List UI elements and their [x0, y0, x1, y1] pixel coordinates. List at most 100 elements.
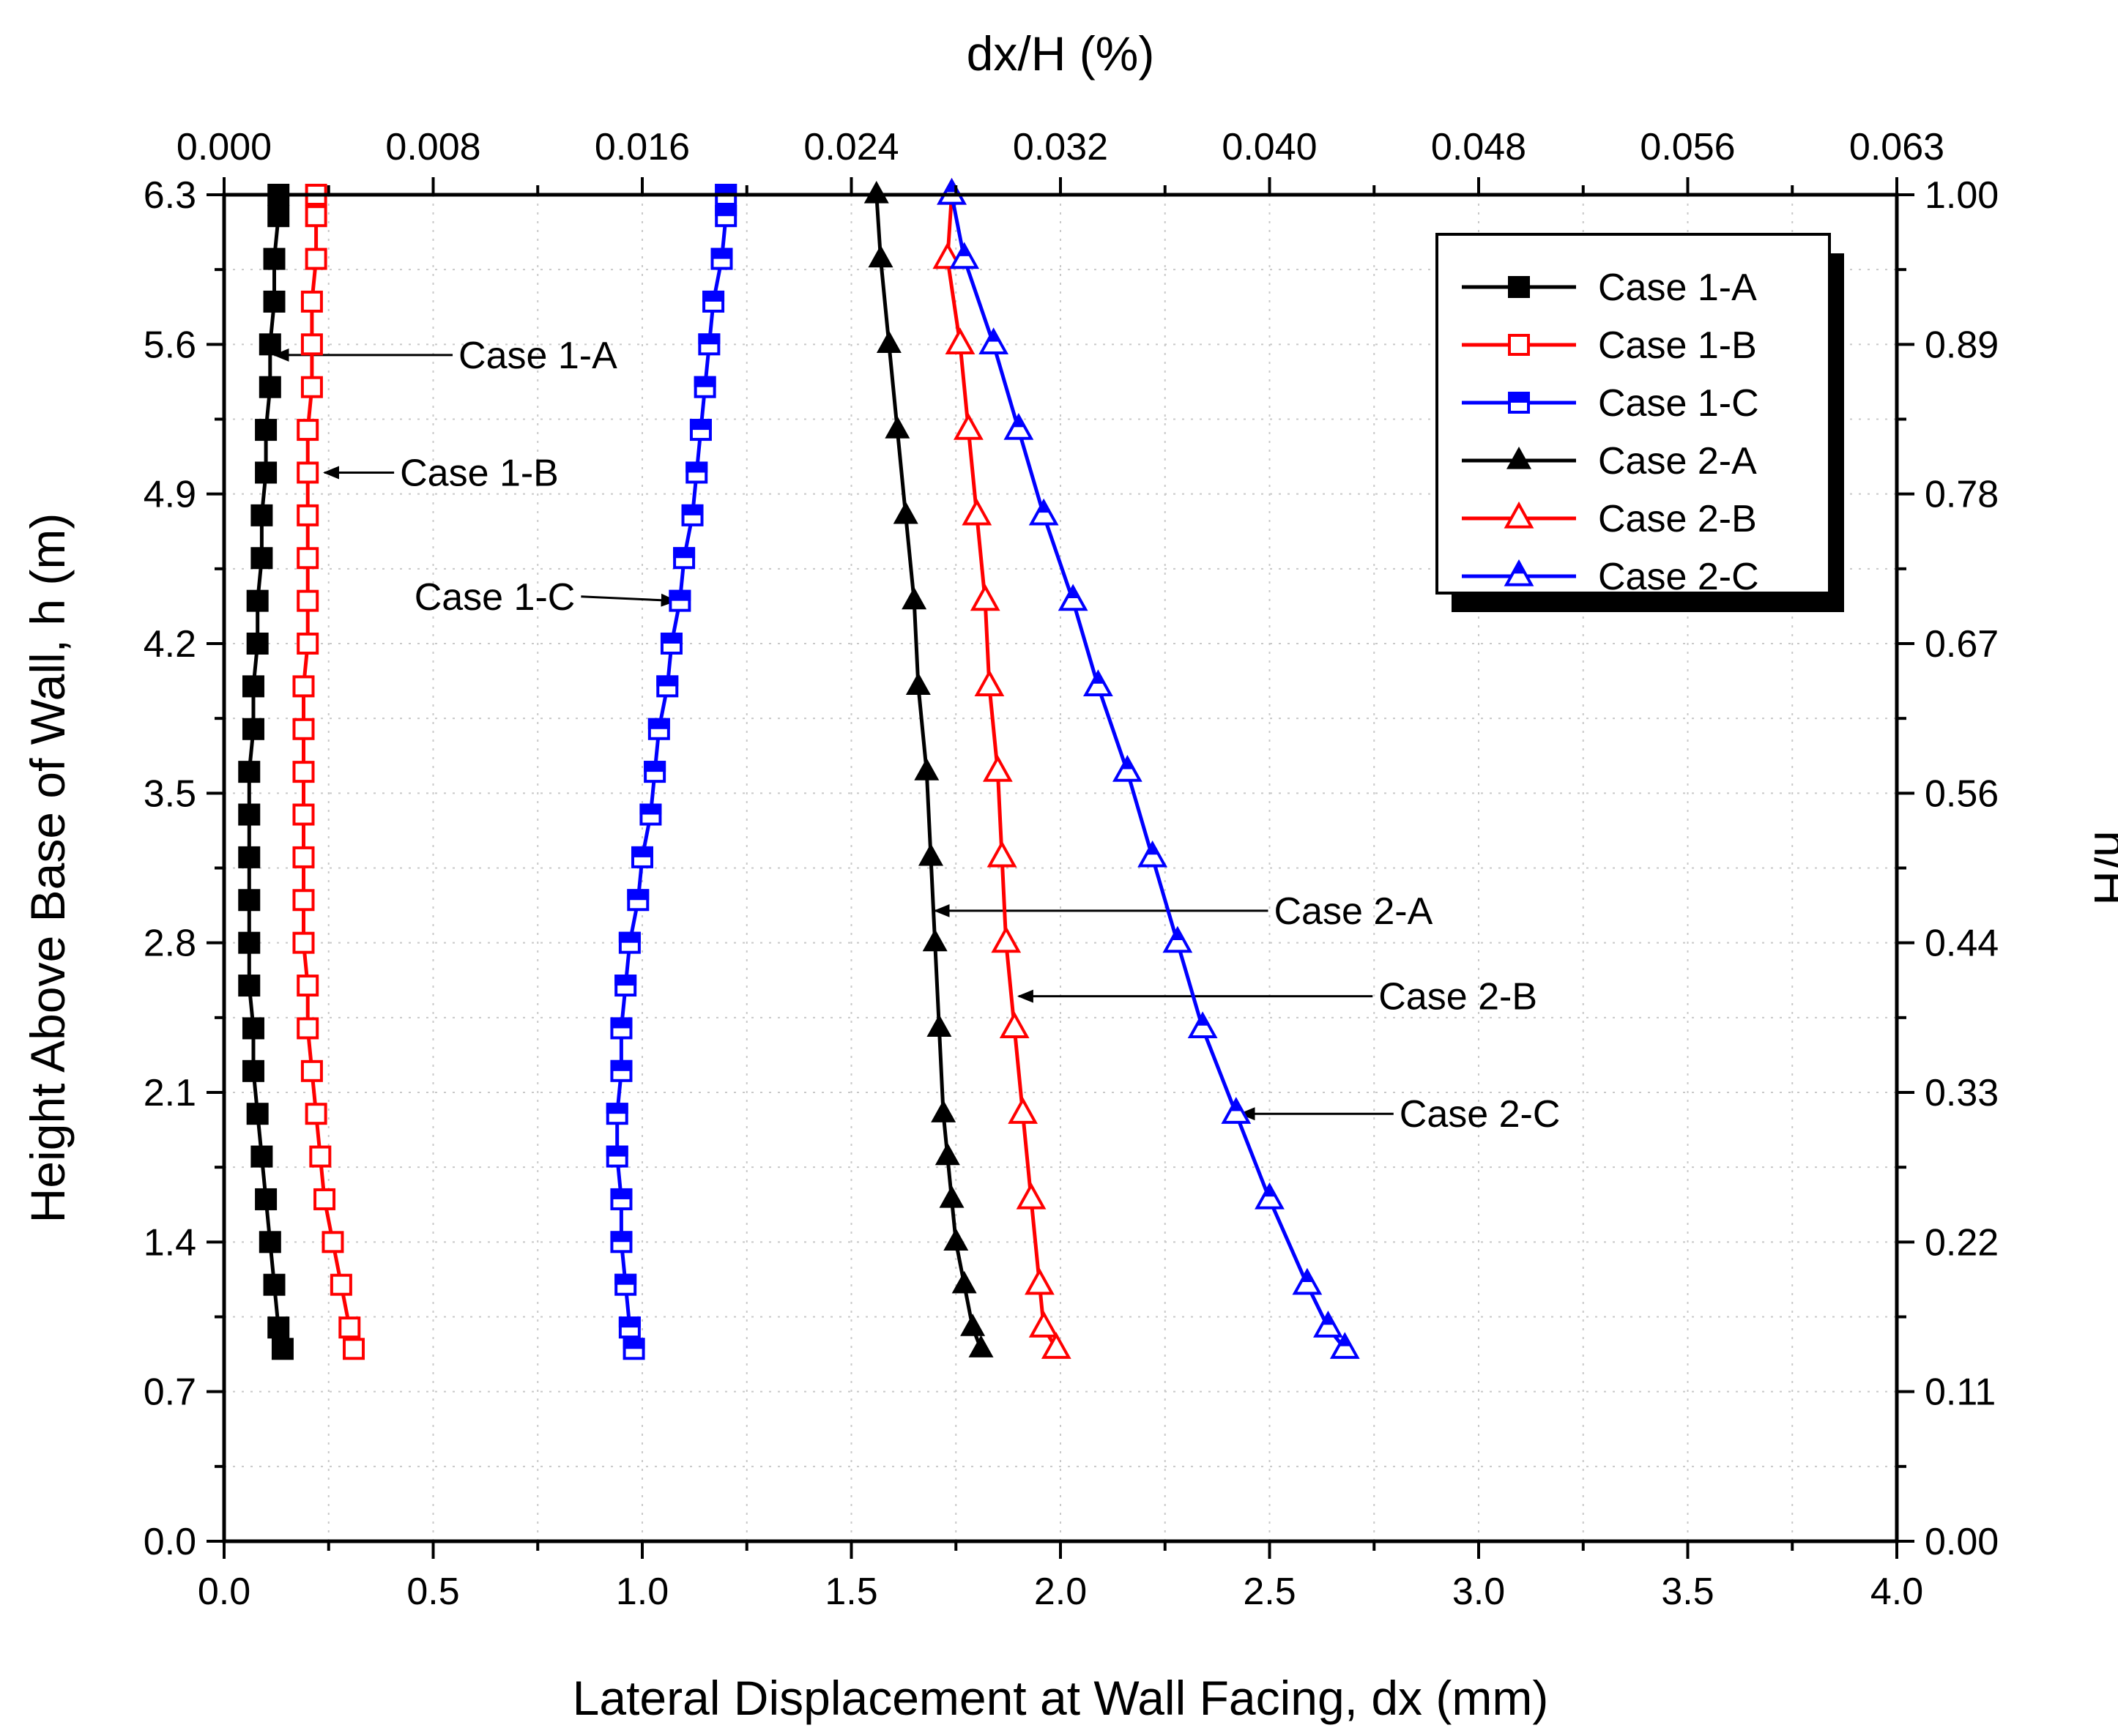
legend-entry: Case 1-C: [1462, 382, 1759, 425]
x-tick-label: 2.0: [1034, 1571, 1087, 1613]
marker-triangle: [926, 1014, 952, 1037]
y-tick-label: 0.0: [144, 1521, 196, 1563]
marker-square-open: [322, 1231, 344, 1253]
series-case-1-a: [238, 184, 294, 1360]
marker-triangle-open: [986, 840, 1017, 868]
marker-square: [246, 633, 269, 655]
marker-square-half-fill: [1508, 392, 1530, 403]
annotation-label: Case 2-B: [1378, 976, 1537, 1018]
x2-tick-label: 0.016: [595, 126, 690, 168]
x2-tick-label: 0.040: [1222, 126, 1317, 168]
marker-triangle-open: [974, 669, 1005, 697]
marker-triangle-half-fill: [958, 245, 971, 256]
annotation-case-1-c: Case 1-C: [415, 576, 677, 619]
marker-square-open: [343, 1338, 365, 1360]
marker-triangle-half-fill: [1171, 928, 1184, 940]
marker-square-open: [292, 803, 315, 826]
marker-triangle: [968, 1335, 994, 1357]
annotation-label: Case 2-C: [1400, 1093, 1561, 1136]
y-tick-label: 6.3: [144, 174, 196, 217]
top-axis-title: dx/H (%): [967, 26, 1155, 81]
marker-triangle-half-fill: [1512, 562, 1526, 574]
tick-labels: 0.0 0.5 1.0 1.5 2.0 2.5 3.0 3.5 4.0 0.000 0.008 0.0…: [144, 126, 1999, 1613]
marker-square-open: [292, 889, 315, 912]
y2-tick-label: 1.00: [1925, 174, 1999, 217]
x-tick-label: 2.5: [1243, 1571, 1296, 1613]
y-tick-label: 1.4: [144, 1221, 196, 1264]
annotation-case-1-a: Case 1-A: [272, 335, 617, 377]
marker-square: [238, 803, 261, 826]
y2-tick-label: 0.89: [1925, 324, 1999, 366]
legend-entry: Case 1-A: [1462, 267, 1757, 309]
marker-square: [250, 504, 273, 526]
legend-entry: Case 1-B: [1462, 324, 1757, 367]
marker-square-open: [338, 1316, 361, 1339]
x-axis-title: Lateral Displacement at Wall Facing, dx …: [573, 1671, 1549, 1725]
marker-square-half-fill: [685, 461, 708, 473]
marker-square: [238, 846, 261, 868]
marker-square-half-fill: [610, 1059, 633, 1071]
marker-square-half-fill: [610, 1188, 633, 1199]
x-tick-label: 0.5: [406, 1571, 459, 1613]
series-markers: [863, 181, 994, 1357]
y-tick-label: 4.2: [144, 623, 196, 666]
marker-square-half-fill: [623, 1338, 645, 1349]
marker-triangle-open: [945, 327, 976, 354]
marker-triangle-half-fill: [1146, 843, 1159, 855]
y2-tick-label: 0.33: [1925, 1072, 1999, 1114]
right-axis-title: h/H: [2084, 830, 2118, 906]
marker-square-open: [297, 461, 319, 484]
marker-square-open: [297, 547, 319, 570]
legend: Case 1-A Case 1-B Case 1-C Case 2-A Case 2-B…: [1435, 233, 1844, 612]
legend-label: Case 1-A: [1598, 267, 1757, 309]
y2-tick-label: 0.78: [1925, 474, 1999, 516]
series-markers: [937, 177, 1360, 1359]
marker-square-open: [297, 419, 319, 442]
annotation-label: Case 1-C: [415, 576, 576, 619]
y-tick-label: 0.7: [144, 1371, 196, 1414]
marker-triangle-open: [1016, 1182, 1047, 1210]
marker-triangle-open: [1008, 1097, 1038, 1124]
marker-triangle: [893, 501, 918, 524]
marker-square-open: [292, 675, 315, 698]
series-line: [950, 194, 1347, 1350]
marker-square-half-fill: [639, 803, 662, 815]
marker-square-half-fill: [618, 1316, 641, 1328]
marker-triangle: [863, 181, 889, 204]
marker-square-open: [300, 376, 323, 398]
marker-square-open: [300, 333, 323, 356]
marker-square-half-fill: [694, 376, 716, 387]
annotation-case-2-c: Case 2-C: [1238, 1093, 1561, 1136]
marker-square: [238, 975, 261, 997]
marker-triangle-open: [962, 498, 992, 526]
marker-triangle-open: [970, 584, 1000, 611]
y-axis-title: Height Above Base of Wall, h (m): [21, 513, 75, 1223]
marker-square-half-fill: [610, 1017, 633, 1029]
marker-square-open: [305, 1103, 327, 1125]
marker-square-open: [297, 975, 319, 997]
marker-square-half-fill: [631, 846, 653, 857]
x-tick-label: 3.5: [1661, 1571, 1714, 1613]
axis-ticks: [207, 177, 1914, 1559]
marker-square-open: [313, 1188, 336, 1210]
series-case-2-c: [937, 177, 1360, 1359]
marker-square-open: [297, 504, 319, 526]
annotation-arrow: [581, 593, 677, 607]
marker-square-open: [297, 633, 319, 655]
legend-entry: Case 2-B: [1462, 498, 1757, 540]
marker-square-open: [292, 931, 315, 954]
marker-square-half-fill: [710, 247, 733, 259]
marker-square: [255, 419, 278, 442]
marker-square-half-fill: [669, 589, 691, 601]
series-markers: [238, 184, 294, 1360]
x-tick-label: 4.0: [1870, 1571, 1923, 1613]
marker-triangle: [960, 1314, 986, 1336]
marker-triangle: [905, 672, 931, 696]
series-case-1-b: [292, 184, 365, 1360]
y-tick-label: 5.6: [144, 324, 196, 366]
marker-triangle: [931, 1100, 956, 1122]
marker-triangle-open: [991, 925, 1022, 953]
y-tick-label: 3.5: [144, 772, 196, 815]
marker-square: [1508, 276, 1530, 298]
